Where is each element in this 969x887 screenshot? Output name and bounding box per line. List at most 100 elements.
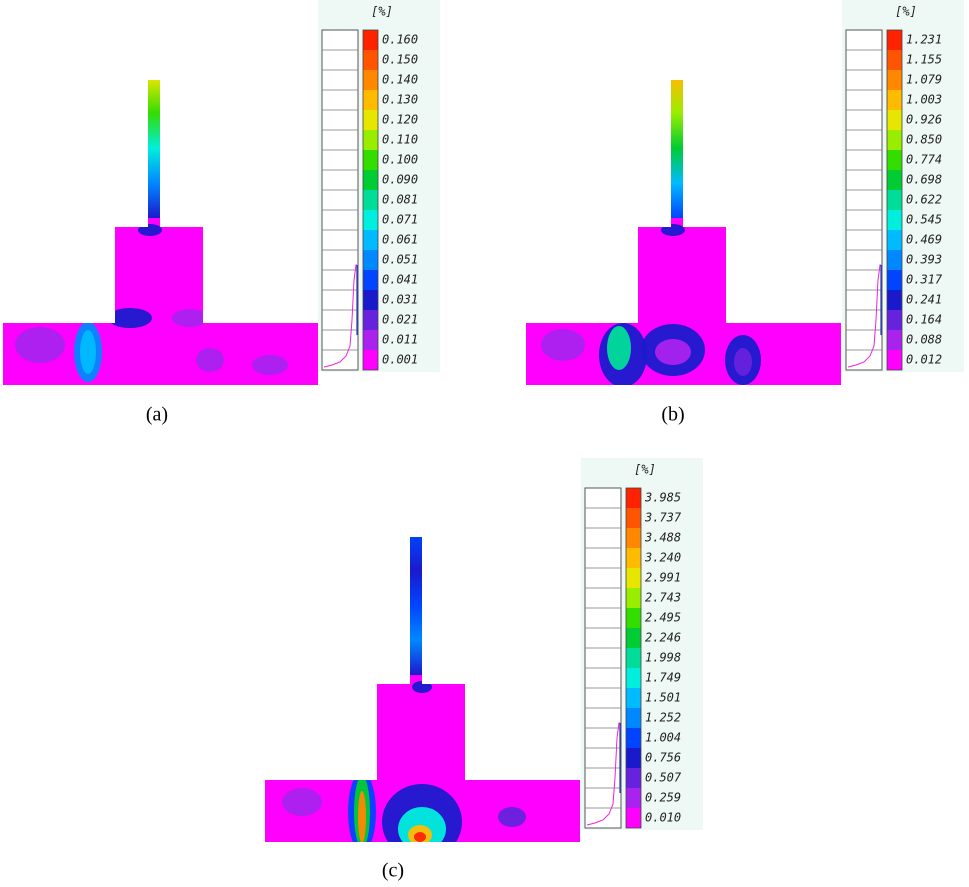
color-swatch [363,70,378,90]
contour-blob [15,327,65,363]
legend-label: 1.079 [906,73,942,87]
contour-blob [412,681,432,693]
legend-label: 0.130 [382,93,418,107]
color-swatch [626,568,641,588]
legend-label: 0.110 [382,133,418,147]
legend-label: 1.501 [645,691,681,705]
legend-label: 0.926 [906,113,942,127]
contour-blob [655,339,691,365]
legend-label: 0.051 [382,253,418,267]
color-swatch [363,310,378,330]
color-swatch [887,150,902,170]
color-swatch [626,708,641,728]
color-swatch [363,250,378,270]
color-swatch [887,290,902,310]
legend-label: 0.031 [382,293,418,307]
legend-label: 0.041 [382,273,418,287]
legend-label: 3.240 [644,551,681,565]
legend-label: 0.140 [382,73,418,87]
legend-label: 2.495 [645,611,681,625]
color-swatch [363,330,378,350]
legend: [%] 3.985 3.737 3.488 3.240 2.991 2.743 2.495 2.… [581,458,703,830]
legend-label: 0.071 [382,213,418,227]
color-swatch [363,290,378,310]
color-swatch [626,688,641,708]
color-swatch [363,150,378,170]
color-swatch [887,90,902,110]
legend-label: 0.259 [645,791,681,805]
color-swatch [887,250,902,270]
legend-label: 2.991 [645,571,681,585]
legend-label: 0.090 [382,173,418,187]
legend-label: 0.393 [906,253,942,267]
color-swatch [887,170,902,190]
color-swatch [887,30,902,50]
histogram-curve [323,264,357,368]
color-swatch [363,270,378,290]
legend-label: 3.488 [644,531,681,545]
color-swatch [626,608,641,628]
colorbar-frame [886,29,903,371]
contour-blob [498,807,526,827]
color-swatch [363,110,378,130]
legend-label: 0.150 [382,53,418,67]
color-swatch [363,190,378,210]
color-swatch [626,628,641,648]
legend-unit: [%] [371,5,393,19]
contour-blob [414,832,426,842]
legend-label: 1.155 [906,53,942,67]
color-swatch [887,210,902,230]
color-swatch [363,90,378,110]
legend-unit: [%] [895,5,917,19]
legend-label: 3.985 [644,491,681,505]
color-swatch [626,788,641,808]
panel-caption: (c) [382,860,404,882]
legend-label: 0.164 [906,313,942,327]
colorbar-frame [362,29,379,371]
histogram-box [584,487,622,829]
color-swatch [363,130,378,150]
panel [265,537,580,842]
legend-label: 2.743 [645,591,681,605]
color-swatch [363,210,378,230]
color-swatch [626,668,641,688]
legend-label: 0.001 [382,353,418,367]
legend-label: 0.100 [382,153,418,167]
color-swatch [887,130,902,150]
legend-label: 0.469 [906,233,942,247]
legend-label: 0.011 [382,333,418,347]
contour-blob [80,330,96,374]
contour-blob [358,791,366,842]
panel [526,80,841,385]
color-swatch [887,330,902,350]
contour-blob [734,348,752,376]
legend-label: 2.246 [645,631,681,645]
color-swatch [626,528,641,548]
legend-label: 0.061 [382,233,418,247]
legend-label: 3.737 [644,511,682,525]
legend-label: 0.545 [906,213,942,227]
stem-field [407,537,425,675]
color-swatch [626,748,641,768]
color-swatch [626,728,641,748]
color-swatch [887,310,902,330]
color-swatch [363,350,378,370]
legend-label: 0.012 [906,353,942,367]
legend-label: 0.160 [382,33,418,47]
legend-label: 0.241 [906,293,942,307]
color-swatch [626,768,641,788]
contour-blob [172,309,208,327]
legend-label: 0.507 [645,771,682,785]
color-swatch [626,508,641,528]
histogram-curve [847,264,881,368]
color-swatch [626,488,641,508]
panel-caption: (a) [146,404,168,426]
legend-label: 0.756 [645,751,681,765]
color-swatch [887,230,902,250]
legend-unit: [%] [634,463,656,477]
color-swatch [887,190,902,210]
legend-label: 1.231 [906,33,942,47]
legend-label: 0.698 [906,173,942,187]
